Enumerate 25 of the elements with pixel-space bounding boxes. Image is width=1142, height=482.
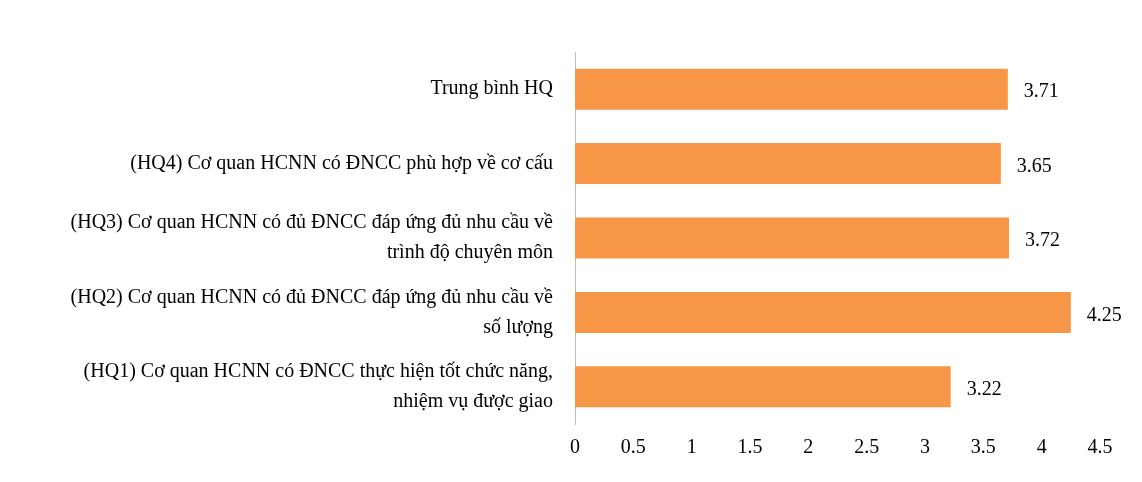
bar bbox=[575, 366, 951, 408]
bar bbox=[575, 68, 1008, 110]
y-tick-label: (HQ1) Cơ quan HCNN có ĐNCC thực hiện tốt chức năng, nhiệm vụ được giao bbox=[83, 359, 553, 413]
x-tick-label: 3.5 bbox=[970, 435, 996, 458]
data-label: 3.22 bbox=[966, 377, 1002, 400]
x-tick-label: 2.5 bbox=[854, 435, 880, 458]
x-tick-label: 1 bbox=[686, 435, 697, 458]
x-tick-label: 0 bbox=[570, 435, 580, 458]
bar bbox=[575, 143, 1001, 185]
y-tick-label: (HQ4) Cơ quan HCNN có ĐNCC phù hợp về cơ cấu bbox=[130, 150, 553, 174]
y-tick-label: (HQ2) Cơ quan HCNN có đủ ĐNCC đáp ứng đủ nhu cầu về số lượng bbox=[70, 284, 554, 338]
data-label: 4.25 bbox=[1086, 302, 1122, 325]
x-tick-label: 0.5 bbox=[620, 435, 646, 458]
data-label: 3.72 bbox=[1025, 228, 1060, 251]
x-tick-label: 4 bbox=[1036, 435, 1047, 458]
x-tick-label: 3 bbox=[920, 435, 930, 458]
y-tick-label: Trung bình HQ bbox=[430, 76, 554, 100]
bar bbox=[575, 217, 1009, 259]
x-tick-label: 2 bbox=[803, 435, 814, 458]
data-label: 3.65 bbox=[1016, 153, 1052, 176]
data-label: 3.71 bbox=[1023, 79, 1059, 102]
y-tick-label: (HQ3) Cơ quan HCNN có đủ ĐNCC đáp ứng đủ nhu cầu về trình độ chuyên môn bbox=[70, 210, 554, 264]
bar bbox=[575, 291, 1071, 333]
x-tick-label: 1.5 bbox=[737, 435, 763, 458]
x-tick-label: 4.5 bbox=[1087, 435, 1113, 458]
